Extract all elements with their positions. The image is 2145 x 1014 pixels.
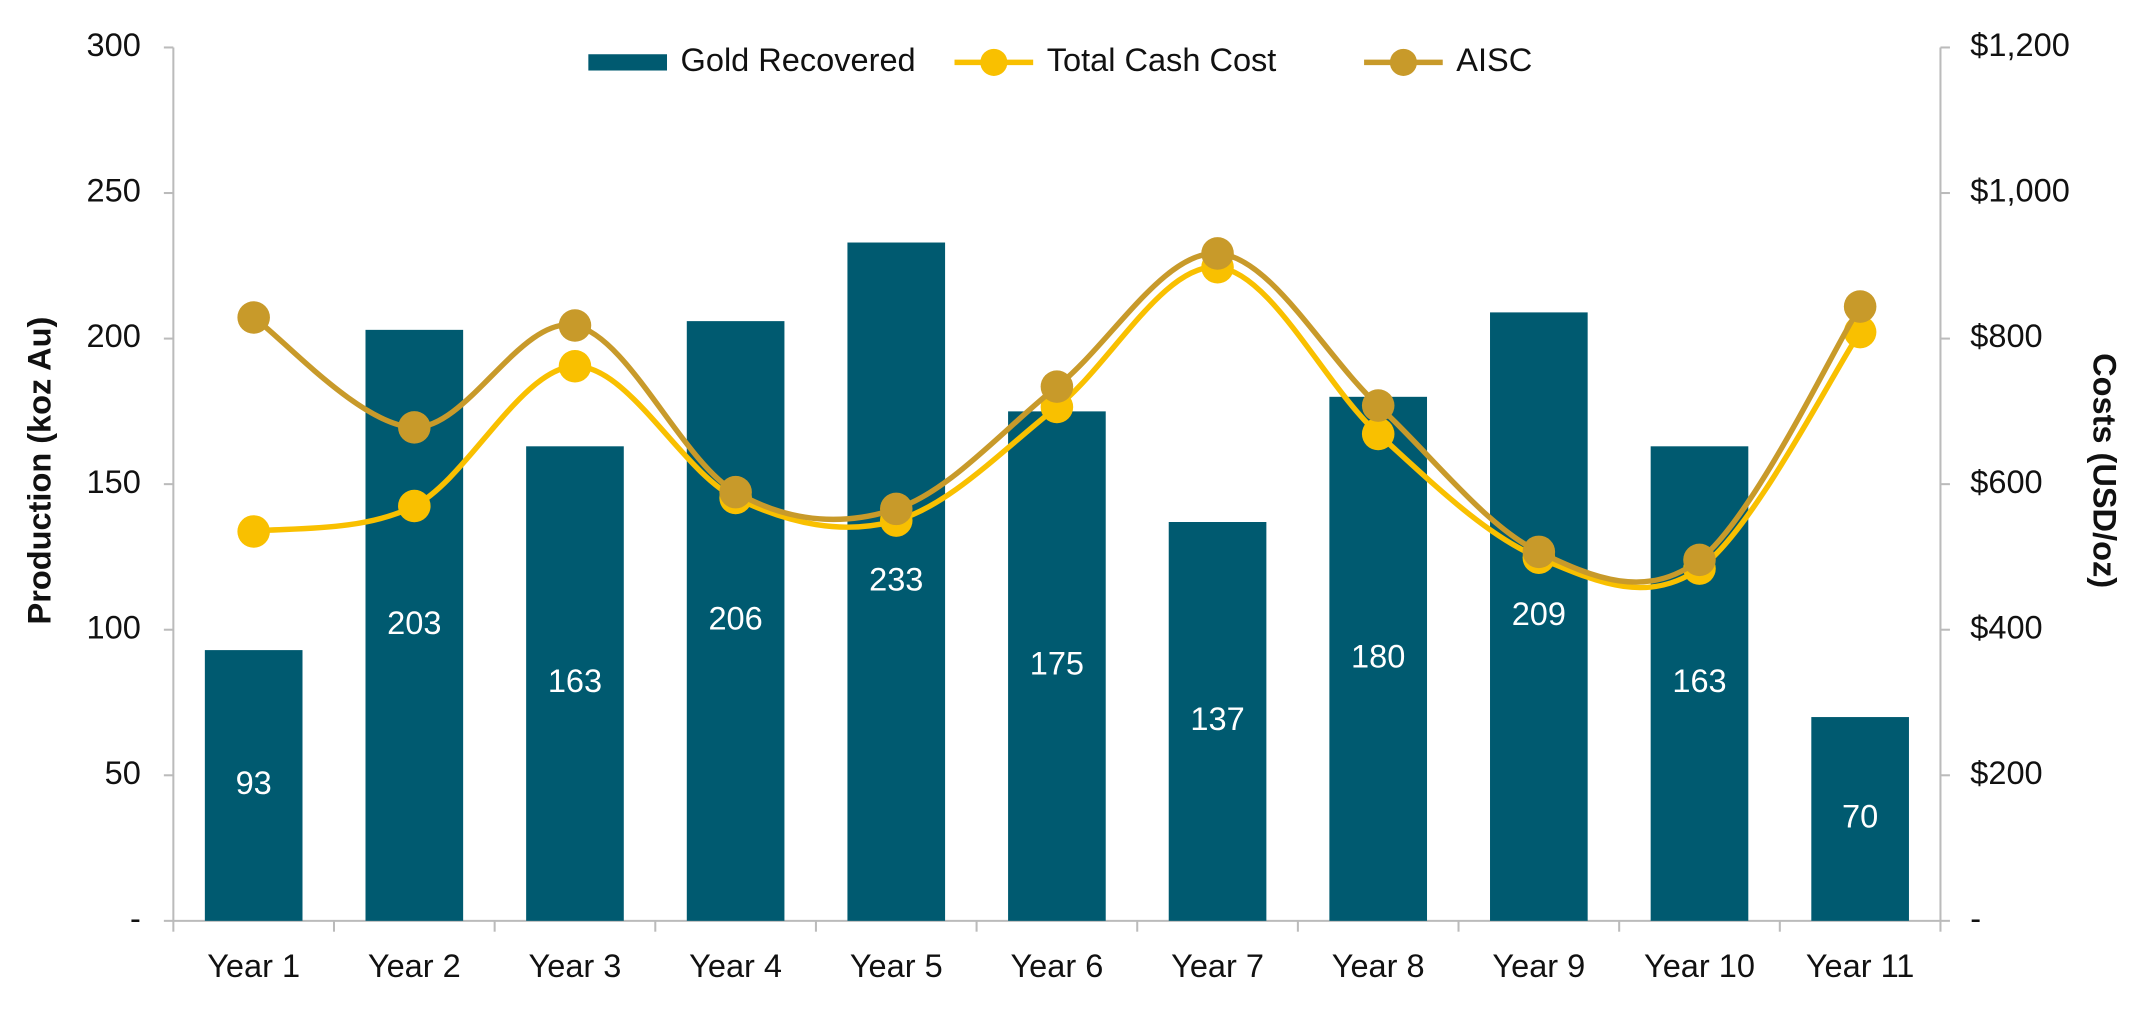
marker [1201,237,1234,270]
x-tick-label: Year 5 [850,948,943,984]
bar [1811,717,1909,921]
data-label: 163 [1672,663,1726,699]
data-label: 70 [1842,799,1878,835]
marker [237,515,270,548]
marker [1040,370,1074,403]
bar [526,446,624,921]
y2-tick-label: $1,000 [1970,173,2070,209]
bar [1329,396,1428,921]
data-label: 175 [1030,646,1084,682]
marker [1361,389,1395,422]
x-tick-label: Year 6 [1010,948,1103,984]
marker [719,475,752,509]
x-tick-label: Year 2 [368,948,461,984]
legend-label: Total Cash Cost [1047,42,1277,78]
bar [1490,312,1588,921]
y-tick-label: 300 [87,27,141,63]
y-tick-label: 50 [105,755,141,791]
legend-swatch [588,54,668,71]
data-label: 180 [1351,638,1405,674]
marker [1361,417,1395,451]
x-tick-label: Year 7 [1171,948,1264,984]
y2-axis-title: Costs (USD/oz) [2086,353,2122,588]
bar [686,321,785,921]
y2-tick-label: - [1970,900,1981,936]
legend-swatch [980,48,1008,76]
x-tick-label: Year 3 [529,948,622,984]
marker [1683,543,1716,577]
bar [847,242,946,921]
data-label: 209 [1512,596,1566,632]
marker [1522,535,1556,569]
y-tick-label: 100 [87,609,141,645]
marker [398,411,431,444]
legend-label: AISC [1456,42,1532,78]
data-label: 233 [869,561,923,597]
marker [1843,290,1877,323]
y2-tick-label: $800 [1970,318,2042,354]
data-label: 203 [387,605,441,641]
x-tick-label: Year 9 [1492,948,1585,984]
legend-swatch [1389,48,1417,76]
line [253,264,1863,591]
legend-label: Gold Recovered [681,42,916,78]
marker [558,349,592,383]
marker [879,492,913,526]
x-tick-label: Year 4 [689,948,782,984]
y-axis-title: Production (koz Au) [21,317,57,625]
data-label: 137 [1190,701,1244,737]
y-tick-label: 200 [87,318,141,354]
marker [237,301,270,334]
bar [204,650,303,921]
data-label: 93 [236,765,272,801]
data-label: 206 [708,601,762,637]
y2-tick-label: $200 [1970,755,2042,791]
y2-tick-label: $1,200 [1970,27,2070,63]
marker [398,489,431,523]
bar [1168,522,1267,921]
y-tick-label: 250 [87,173,141,209]
y-tick-label: - [130,900,141,936]
y2-tick-label: $400 [1970,609,2042,645]
bar [1008,411,1106,921]
x-tick-label: Year 10 [1644,948,1755,984]
y2-tick-label: $600 [1970,464,2042,500]
data-label: 163 [548,663,602,699]
x-tick-label: Year 1 [207,948,300,984]
y-tick-label: 150 [87,464,141,500]
marker [558,309,592,342]
x-tick-label: Year 8 [1332,948,1425,984]
x-tick-label: Year 11 [1806,948,1915,984]
